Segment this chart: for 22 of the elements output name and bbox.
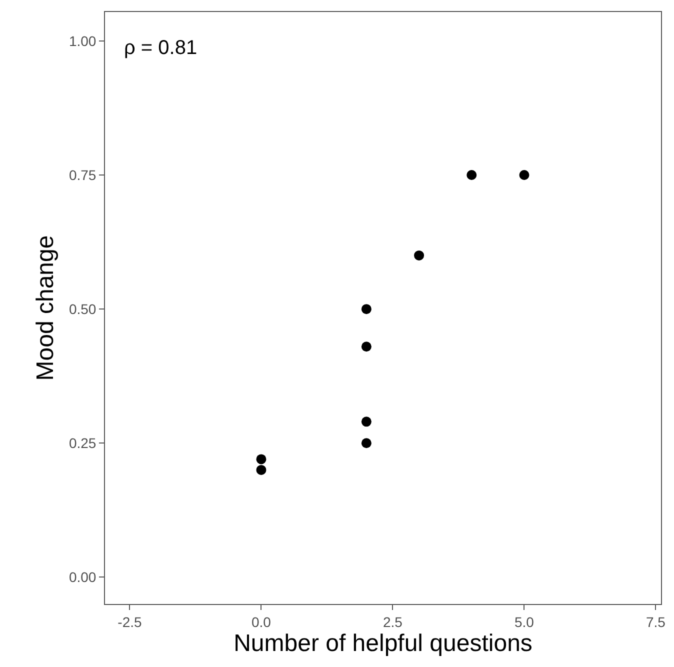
y-tick-label: 1.00 — [68, 32, 96, 49]
point — [466, 170, 477, 180]
y-tick-label: 0.75 — [68, 166, 96, 183]
point — [361, 342, 372, 352]
x-tick-label: 0.0 — [251, 614, 272, 630]
y-axis-title: Mood change — [32, 235, 60, 381]
point — [361, 304, 372, 314]
y-tick-label: 0.25 — [68, 435, 96, 452]
point — [256, 464, 266, 475]
point — [361, 416, 372, 427]
x-tick-label: -2.5 — [118, 614, 142, 630]
annotation: ρ = 0.81 — [124, 37, 198, 59]
y-tick-label: 0.00 — [68, 569, 96, 586]
x-tick-label: 5.0 — [514, 614, 534, 630]
point — [414, 250, 424, 260]
x-tick-label: 7.5 — [646, 614, 666, 630]
x-tick-label: 2.5 — [382, 614, 403, 630]
point — [519, 170, 530, 180]
y-tick-label: 0.50 — [68, 300, 96, 317]
x-axis-title: Number of helpful questions — [234, 630, 532, 657]
point — [256, 454, 266, 464]
point — [361, 438, 372, 448]
